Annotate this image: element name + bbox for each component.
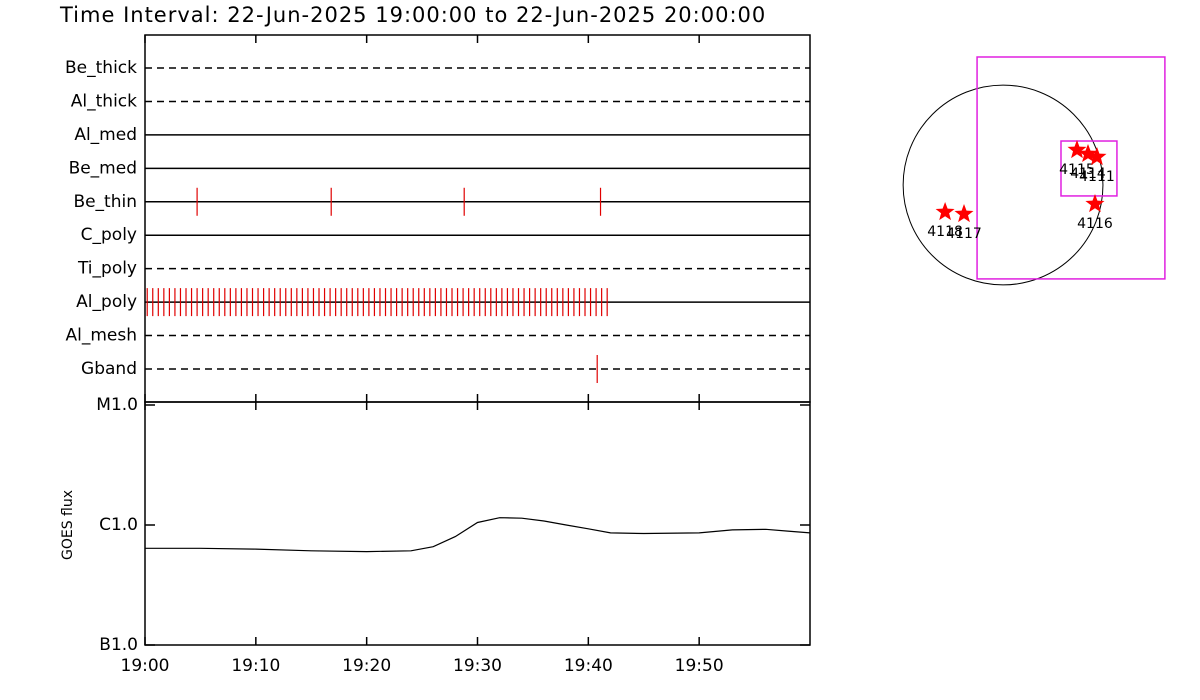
row-label: Al_poly — [76, 292, 137, 312]
x-tick-label: 19:10 — [231, 656, 280, 676]
row-label: Be_med — [69, 158, 137, 178]
region-marker — [935, 202, 955, 221]
row-label: C_poly — [81, 225, 137, 245]
region-marker — [1067, 140, 1087, 159]
row-label: Al_med — [74, 125, 137, 145]
region-marker — [1087, 147, 1107, 166]
row-label: Be_thick — [65, 58, 137, 78]
y-tick-label: C1.0 — [99, 515, 138, 535]
region-label: 4118 — [927, 224, 963, 240]
region-marker — [954, 204, 974, 223]
field-of-view — [976, 56, 1166, 280]
region-marker — [1078, 144, 1098, 162]
x-tick-label: 19:00 — [121, 656, 170, 676]
solar-limb — [902, 84, 1104, 286]
y-tick-label: B1.0 — [99, 635, 138, 655]
row-label: Al_mesh — [65, 326, 137, 346]
row-label: Ti_poly — [77, 259, 137, 279]
row-label: Be_thin — [73, 192, 137, 212]
x-tick-label: 19:40 — [564, 656, 613, 676]
y-tick-label: M1.0 — [96, 395, 138, 415]
row-label: Al_thick — [71, 91, 137, 111]
region-label: 4117 — [946, 226, 982, 242]
region-label: 4115 — [1059, 162, 1095, 178]
x-tick-label: 19:30 — [453, 656, 502, 676]
region-label: 4114 — [1070, 166, 1106, 182]
x-tick-label: 19:20 — [342, 656, 391, 676]
title: Time Interval: 22-Jun-2025 19:00:00 to 2… — [59, 3, 766, 27]
field-of-view — [1060, 140, 1118, 197]
region-label: 4116 — [1077, 216, 1113, 232]
x-tick-label: 19:50 — [675, 656, 724, 676]
region-label: 4111 — [1079, 169, 1115, 185]
region-marker — [1085, 194, 1105, 213]
row-label: Gband — [81, 359, 137, 379]
goes-curve — [145, 517, 811, 553]
y-axis-label: GOES flux — [60, 490, 76, 560]
